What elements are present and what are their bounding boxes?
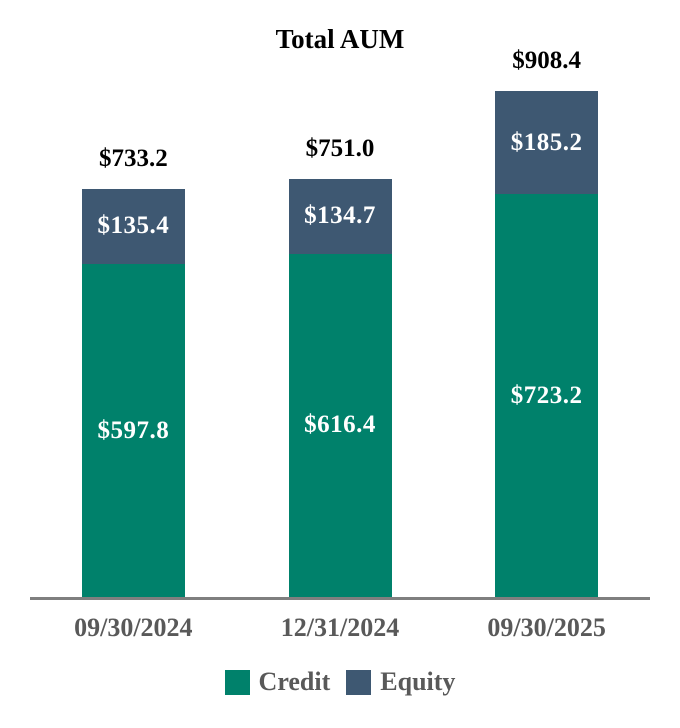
bar-segment-credit: $616.4 <box>288 253 392 597</box>
bar-segment-equity: $185.2 <box>495 91 599 195</box>
segment-value-label: $616.4 <box>304 411 376 439</box>
segment-value-label: $134.7 <box>304 202 376 230</box>
segment-value-label: $185.2 <box>510 128 583 156</box>
x-axis-label: 09/30/2024 <box>74 613 193 642</box>
chart-title: Total AUM <box>275 24 405 54</box>
bar-segment-equity: $134.7 <box>288 178 392 254</box>
x-axis-line <box>30 597 650 600</box>
x-axis-label: 09/30/2025 <box>487 613 606 642</box>
legend-swatch-equity <box>346 669 372 695</box>
legend-item-equity: Equity <box>346 667 455 697</box>
segment-value-label: $723.2 <box>510 381 583 409</box>
total-value-label: $908.4 <box>512 47 582 75</box>
legend-item-credit: Credit <box>224 667 331 697</box>
bar-segment-credit: $723.2 <box>495 194 599 597</box>
segment-value-label: $597.8 <box>97 416 170 444</box>
legend-swatch-credit <box>224 669 250 695</box>
bar-segment-equity: $135.4 <box>81 188 185 264</box>
total-value-label: $733.2 <box>98 144 168 172</box>
x-axis-label: 12/31/2024 <box>280 613 400 642</box>
bar-segment-credit: $597.8 <box>81 264 185 597</box>
legend-label: Equity <box>380 667 456 696</box>
total-value-label: $751.0 <box>305 134 375 162</box>
segment-value-label: $135.4 <box>97 212 170 240</box>
legend: Credit Equity <box>0 667 680 697</box>
legend-label: Credit <box>258 667 331 696</box>
